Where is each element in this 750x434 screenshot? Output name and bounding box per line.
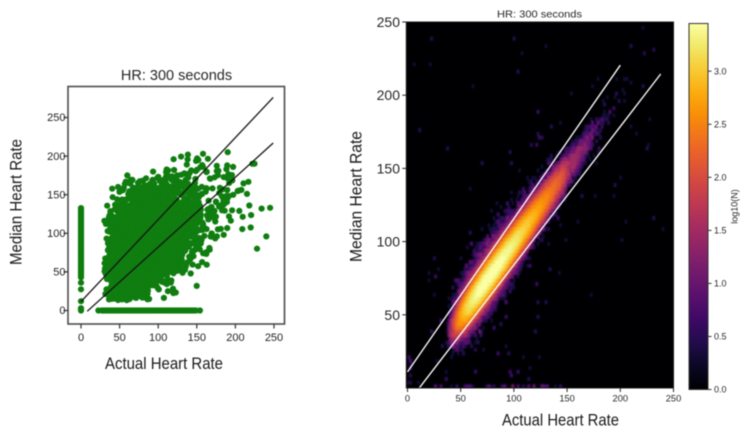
svg-text:Median Heart Rate: Median Heart Rate — [348, 131, 366, 262]
svg-text:100: 100 — [377, 234, 401, 250]
svg-text:100: 100 — [47, 228, 65, 240]
svg-text:50: 50 — [113, 332, 125, 344]
svg-text:200: 200 — [377, 87, 401, 103]
svg-text:0.0: 0.0 — [714, 385, 727, 395]
svg-text:1.0: 1.0 — [714, 279, 727, 289]
svg-text:250: 250 — [265, 332, 283, 344]
svg-text:HR: 300 seconds: HR: 300 seconds — [121, 68, 232, 84]
svg-text:200: 200 — [47, 151, 65, 163]
svg-text:250: 250 — [47, 112, 65, 124]
svg-text:150: 150 — [188, 332, 206, 344]
svg-text:0: 0 — [78, 332, 84, 344]
svg-text:250: 250 — [666, 394, 682, 404]
svg-text:2.5: 2.5 — [714, 120, 727, 130]
svg-text:HR: 300 seconds: HR: 300 seconds — [497, 9, 582, 21]
svg-text:Actual Heart Rate: Actual Heart Rate — [502, 412, 619, 430]
svg-text:250: 250 — [377, 14, 401, 30]
svg-text:0: 0 — [59, 305, 65, 317]
svg-text:50: 50 — [384, 307, 400, 323]
svg-text:50: 50 — [456, 394, 466, 404]
svg-text:2.0: 2.0 — [714, 173, 727, 183]
svg-text:0: 0 — [405, 394, 410, 404]
svg-text:3.0: 3.0 — [714, 66, 727, 76]
svg-text:50: 50 — [53, 267, 65, 279]
svg-text:0.5: 0.5 — [714, 332, 727, 342]
svg-text:150: 150 — [377, 160, 401, 176]
svg-text:1.5: 1.5 — [714, 226, 727, 236]
svg-text:150: 150 — [47, 189, 65, 201]
svg-text:200: 200 — [613, 394, 629, 404]
svg-text:150: 150 — [559, 394, 575, 404]
svg-text:200: 200 — [226, 332, 244, 344]
svg-text:Median Heart Rate: Median Heart Rate — [8, 139, 26, 265]
svg-text:100: 100 — [506, 394, 522, 404]
svg-text:log10(N): log10(N) — [730, 189, 740, 224]
svg-text:100: 100 — [149, 332, 167, 344]
svg-text:Actual Heart Rate: Actual Heart Rate — [105, 355, 223, 373]
